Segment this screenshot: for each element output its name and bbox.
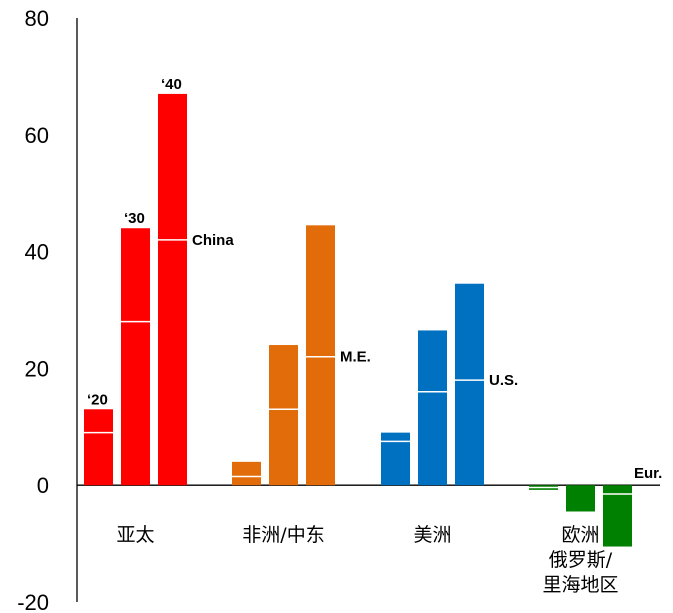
- bar-layer: [84, 93, 632, 547]
- category-label: 亚太: [116, 524, 154, 546]
- y-tick-label: -20: [17, 590, 49, 613]
- series-annotation: Eur.: [634, 465, 662, 482]
- year-label: ‘20: [87, 391, 108, 408]
- bar: [121, 228, 150, 486]
- axis-layer: 80 60 40 20 0 -20: [17, 6, 660, 613]
- bar: [232, 461, 261, 486]
- y-tick-label: 0: [37, 473, 49, 498]
- year-label: ‘40: [161, 76, 182, 93]
- y-tick-label: 20: [25, 356, 49, 381]
- label-layer: ‘20 ‘30 ‘40 China 亚太 M.E. 非洲/中东 U.S. 美洲 Eur. 欧洲俄罗斯…: [87, 76, 662, 596]
- category-label: 俄罗斯/: [549, 549, 613, 571]
- category-label: 欧洲: [561, 524, 599, 546]
- y-tick-label: 80: [25, 6, 49, 31]
- series-annotation: China: [192, 232, 234, 249]
- bar: [603, 485, 632, 547]
- series-annotation: U.S.: [489, 372, 518, 389]
- bar: [269, 345, 298, 486]
- bar: [381, 432, 410, 486]
- bar: [158, 93, 187, 486]
- bar: [566, 485, 595, 512]
- bar: [306, 225, 335, 486]
- bar: [455, 283, 484, 486]
- category-label: 美洲: [413, 524, 451, 546]
- y-tick-label: 40: [25, 240, 49, 265]
- year-label: ‘30: [124, 210, 145, 227]
- y-tick-label: 60: [25, 123, 49, 148]
- category-label: 非洲/中东: [242, 524, 324, 546]
- bar: [84, 409, 113, 486]
- category-label: 里海地区: [542, 574, 618, 596]
- bar: [418, 330, 447, 486]
- series-annotation: M.E.: [340, 349, 371, 366]
